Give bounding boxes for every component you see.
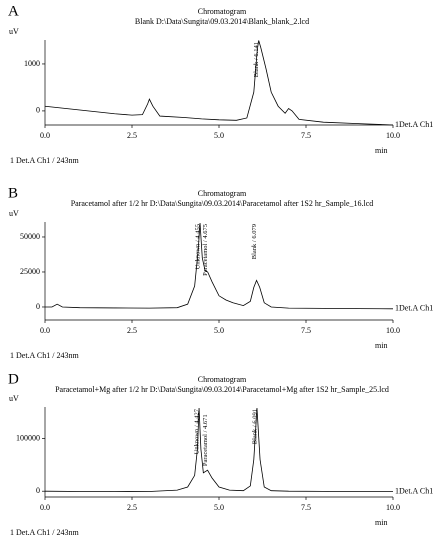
footnote: 1 Det.A Ch1 / 243nm <box>10 528 79 537</box>
peak-label: Blank / 6.091 <box>251 409 258 444</box>
x-tick-label: 10.0 <box>386 503 400 512</box>
y-tick-label: 25000 <box>20 267 40 276</box>
trace <box>44 40 394 126</box>
y-tick-label: 0 <box>36 486 40 495</box>
x-tick-label: 5.0 <box>214 326 224 335</box>
x-tick-label: 10.0 <box>386 131 400 140</box>
x-tick-label: 5.0 <box>214 131 224 140</box>
x-tick-label: 2.5 <box>127 326 137 335</box>
y-tick-label: 1000 <box>24 59 40 68</box>
chart-subtitle: Paracetamol+Mg after 1/2 hr D:\Data\Sung… <box>55 385 389 394</box>
x-tick-label: 7.5 <box>301 503 311 512</box>
series-label: 1Det.A Ch1 <box>395 120 433 129</box>
chart-title: Chromatogram <box>198 375 247 384</box>
series-label: 1Det.A Ch1 <box>395 486 433 495</box>
x-axis-label: min <box>375 341 387 350</box>
peak-label: Unknown / 4.427 <box>194 408 201 454</box>
x-axis-label: min <box>375 146 387 155</box>
peak-label: Blank / 6.141 <box>253 42 260 77</box>
chart-title: Chromatogram <box>198 7 247 16</box>
x-tick-label: 7.5 <box>301 326 311 335</box>
y-tick-label: 0 <box>36 106 40 115</box>
y-axis-label: uV <box>9 394 19 403</box>
series-label: 1Det.A Ch1 <box>395 304 433 313</box>
x-tick-label: 0.0 <box>40 131 50 140</box>
footnote: 1 Det.A Ch1 / 243nm <box>10 156 79 165</box>
peak-label: Blank / 6.079 <box>251 224 258 259</box>
panel-letter: B <box>8 185 18 201</box>
x-tick-label: 2.5 <box>127 503 137 512</box>
y-tick-label: 50000 <box>20 232 40 241</box>
panel-letter: D <box>8 371 19 387</box>
x-tick-label: 2.5 <box>127 131 137 140</box>
peak-label: Unknown / 4.455 <box>195 224 202 269</box>
y-axis-label: uV <box>9 27 19 36</box>
peak-label: Paracetamol / 4.671 <box>202 414 209 466</box>
x-tick-label: 0.0 <box>40 326 50 335</box>
chart-subtitle: Blank D:\Data\Sungita\09.03.2014\Blank_b… <box>135 17 309 26</box>
footnote: 1 Det.A Ch1 / 243nm <box>10 351 79 360</box>
y-axis-label: uV <box>9 209 19 218</box>
x-tick-label: 0.0 <box>40 503 50 512</box>
peak-label: Paracetamol / 4.675 <box>202 224 209 276</box>
chart-subtitle: Paracetamol after 1/2 hr D:\Data\Sungita… <box>71 199 374 208</box>
x-tick-label: 7.5 <box>301 131 311 140</box>
x-axis-label: min <box>375 518 387 527</box>
trace <box>45 222 394 310</box>
trace <box>44 408 394 493</box>
chart-title: Chromatogram <box>198 189 247 198</box>
panel-letter: A <box>8 3 19 19</box>
y-tick-label: 100000 <box>16 433 40 442</box>
x-tick-label: 5.0 <box>214 503 224 512</box>
x-tick-label: 10.0 <box>386 326 400 335</box>
y-tick-label: 0 <box>36 302 40 311</box>
